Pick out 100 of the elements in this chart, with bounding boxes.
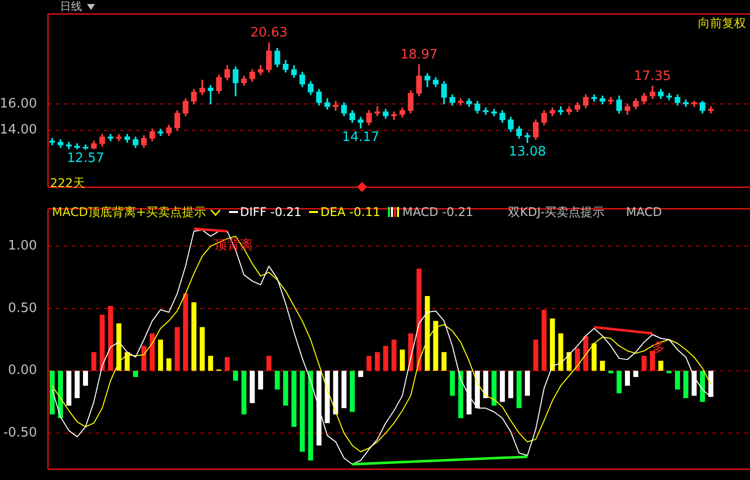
bar — [524, 370, 530, 396]
bar — [558, 333, 564, 371]
bar — [674, 370, 680, 390]
bar — [116, 323, 122, 371]
bar — [683, 370, 688, 398]
bar — [600, 360, 605, 371]
bar — [333, 370, 338, 414]
bar — [424, 296, 430, 371]
bar — [91, 352, 96, 371]
annotation: 12.57 — [66, 151, 104, 166]
bar — [574, 348, 580, 371]
bar — [83, 370, 88, 386]
bar — [324, 370, 330, 424]
y-tick-label: 16.00 — [0, 96, 37, 112]
bar — [608, 370, 614, 374]
bar — [183, 294, 188, 371]
bar — [483, 370, 488, 398]
bar — [233, 370, 238, 381]
bar — [592, 343, 597, 371]
bar — [550, 318, 555, 371]
bar — [124, 352, 130, 371]
bar — [658, 360, 664, 371]
bar — [533, 340, 538, 371]
y-tick-label: 0.50 — [8, 300, 37, 316]
bar — [200, 327, 205, 371]
bar — [258, 370, 264, 390]
bar — [300, 370, 305, 452]
bar — [100, 314, 105, 371]
bar — [650, 350, 655, 371]
bar — [58, 370, 64, 418]
bar — [66, 370, 72, 406]
bar — [700, 370, 705, 402]
annotation: 14.17 — [342, 130, 380, 145]
bar — [516, 370, 522, 408]
bar — [291, 370, 296, 427]
bar — [133, 370, 138, 377]
annotation: 20.63 — [250, 26, 288, 41]
candlestick — [108, 134, 114, 142]
bar — [350, 370, 355, 412]
candlestick — [158, 128, 164, 136]
y-tick-label: 14.00 — [0, 122, 37, 138]
bar — [274, 370, 280, 390]
bar — [316, 370, 322, 446]
series-label: 多 — [652, 340, 665, 356]
bar — [492, 370, 497, 406]
annotation: 13.08 — [508, 144, 546, 160]
bar — [433, 320, 438, 371]
bar — [416, 268, 422, 371]
bar — [166, 358, 172, 371]
annotation: 双KDJ-买卖点提示 — [508, 205, 605, 219]
annotation: 向前复权 — [698, 16, 746, 30]
bar — [400, 350, 405, 371]
annotation: 18.97 — [400, 48, 438, 63]
bar — [250, 370, 255, 404]
annotation: 17.35 — [634, 68, 672, 84]
bar — [74, 370, 80, 398]
bar — [150, 333, 155, 371]
bar — [141, 346, 146, 371]
legend-label: DEA -0.11 — [320, 205, 380, 219]
y-tick-label: -0.50 — [3, 425, 37, 440]
annotation: 222天 — [50, 176, 85, 190]
bar — [50, 370, 55, 414]
bar — [500, 370, 505, 402]
legend-label: DIFF -0.21 — [240, 205, 302, 219]
bar — [191, 302, 196, 371]
bar — [508, 370, 514, 398]
bar — [224, 357, 230, 371]
bar — [266, 356, 272, 371]
bar — [208, 356, 214, 371]
bar — [583, 336, 588, 371]
bar — [108, 306, 114, 371]
bar — [474, 370, 480, 408]
y-tick-label: 1.00 — [8, 238, 37, 254]
bar — [158, 340, 164, 371]
bar — [241, 370, 246, 414]
bar — [366, 356, 372, 371]
bar — [442, 352, 447, 371]
bar — [542, 310, 547, 371]
bar — [174, 327, 180, 371]
bar — [458, 370, 464, 418]
bar — [358, 370, 364, 377]
bar — [624, 370, 630, 386]
chart-title: 日线 — [60, 0, 82, 13]
y-tick-label: 0.00 — [8, 363, 37, 378]
bar — [283, 370, 288, 406]
bar — [383, 346, 388, 371]
bar — [308, 370, 314, 460]
bar — [666, 370, 672, 374]
bar — [616, 370, 622, 394]
bar — [466, 370, 472, 414]
bar — [341, 370, 346, 408]
legend-label: MACD -0.21 — [402, 205, 474, 219]
bar — [392, 340, 397, 371]
annotation: MACD — [626, 205, 662, 219]
bar — [566, 352, 572, 371]
chart-title: MACD顶底背离+买卖点提示 — [52, 205, 206, 219]
candlestick — [391, 112, 397, 120]
bar — [633, 370, 638, 377]
bar — [450, 370, 455, 396]
bar — [642, 356, 647, 371]
